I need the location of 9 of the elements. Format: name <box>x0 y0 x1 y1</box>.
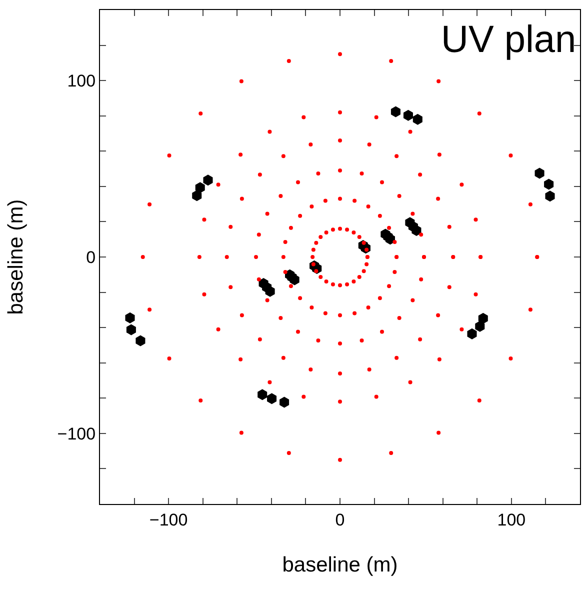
y-tick-label: −100 <box>57 424 96 444</box>
chart-title: UV plan <box>441 19 576 61</box>
x-tick-label: −100 <box>149 510 188 530</box>
y-tick-label: 100 <box>67 72 96 91</box>
x-tick-label: 0 <box>335 510 345 530</box>
x-axis-title: baseline (m) <box>282 554 398 577</box>
x-tick-label: 100 <box>497 510 526 530</box>
y-tick-label: 0 <box>86 248 96 267</box>
y-axis-title: baseline (m) <box>4 199 28 315</box>
